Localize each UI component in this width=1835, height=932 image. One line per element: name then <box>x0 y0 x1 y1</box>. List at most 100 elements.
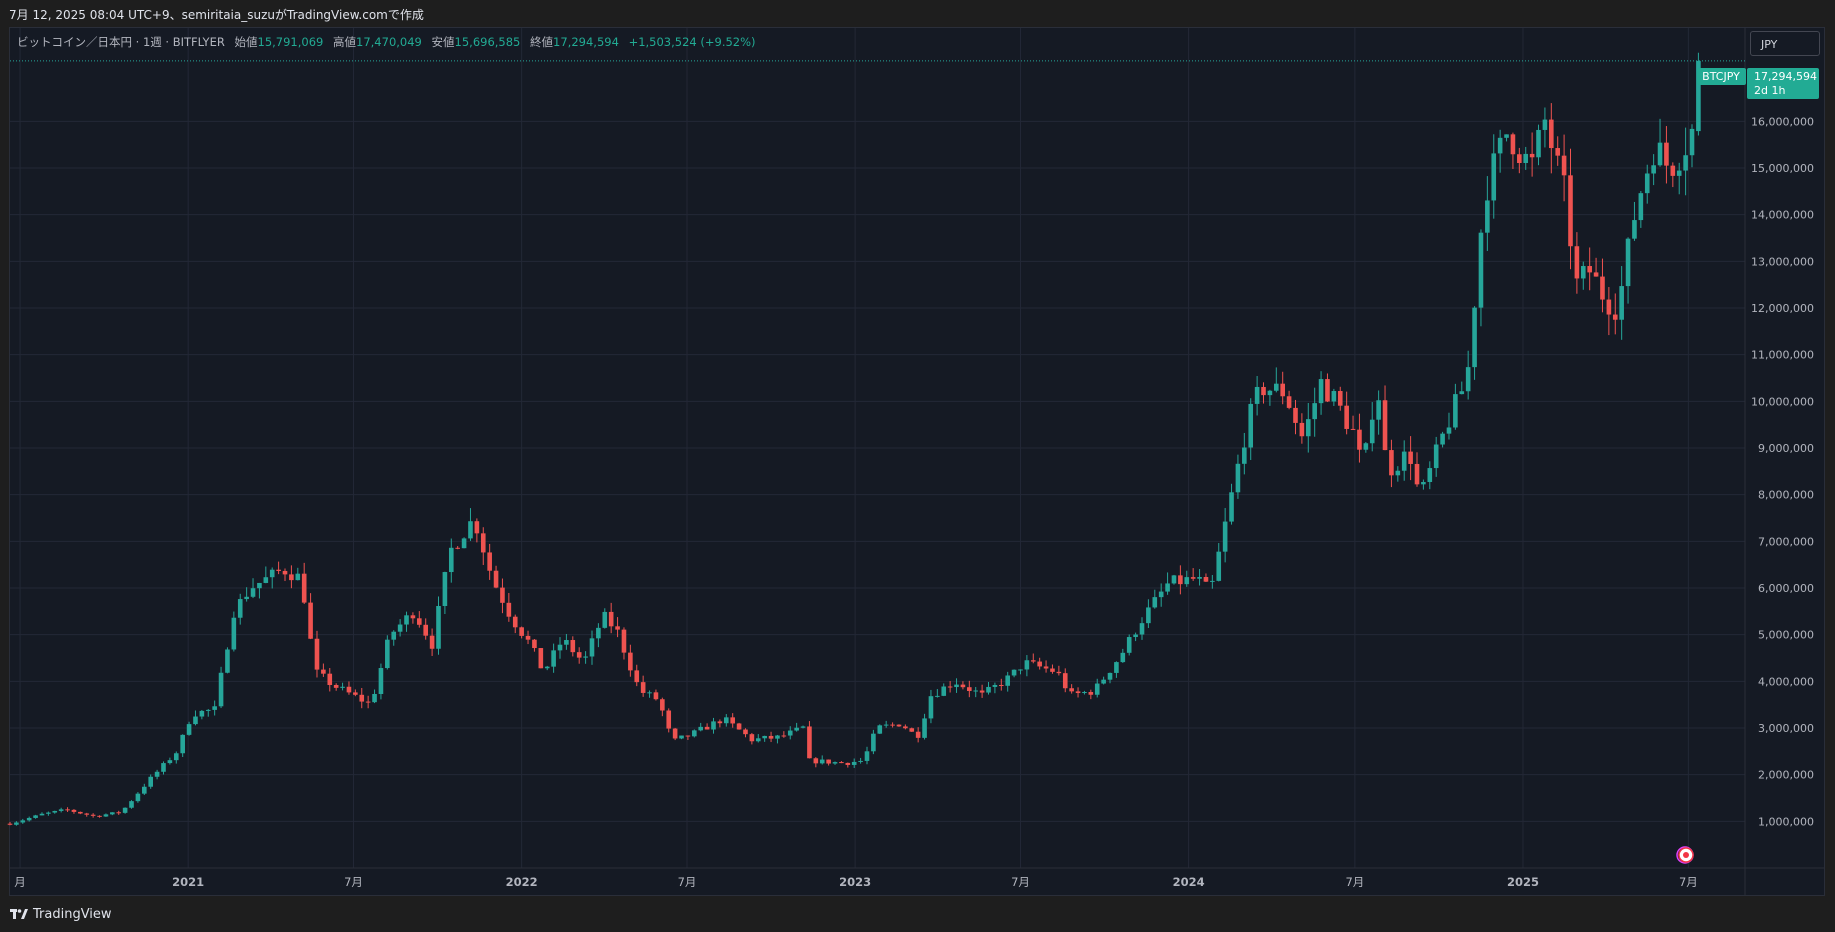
candle-up <box>864 746 870 765</box>
candle-body <box>1050 668 1055 672</box>
candle-body <box>7 823 13 825</box>
price-label: 17,294,594 <box>1754 70 1817 83</box>
candle-body <box>1651 165 1656 174</box>
candle-down <box>97 815 102 818</box>
candle-body <box>65 809 70 811</box>
time-axis[interactable]: 月 2021 7月 2022 7月 2023 7月 2024 7月 2025 7月 <box>14 875 1697 889</box>
candle-up <box>1146 599 1151 628</box>
candle-body <box>935 695 940 697</box>
candle-up <box>1580 261 1586 290</box>
candle-down <box>487 543 492 580</box>
candle-body <box>448 547 454 573</box>
candle-up <box>110 812 115 816</box>
price-axis[interactable]: 1,000,000 2,000,000 3,000,000 4,000,000 5,00… <box>1751 115 1814 828</box>
candle-body <box>129 801 134 808</box>
candle-up <box>340 682 345 691</box>
candle-down <box>353 689 358 697</box>
candle-up <box>154 769 160 780</box>
candle-up <box>1421 479 1426 490</box>
candle-up <box>723 714 729 727</box>
candle-body <box>1440 433 1445 445</box>
candle-up <box>468 508 473 541</box>
candle-down <box>1664 126 1669 184</box>
candle-up <box>250 578 256 599</box>
candle-down <box>717 719 723 728</box>
candle-down <box>576 647 582 664</box>
candle-down <box>736 722 742 730</box>
candle-down <box>1414 452 1420 487</box>
chart-pane[interactable] <box>9 27 1825 896</box>
candle-down <box>1612 293 1618 335</box>
candle-body <box>1331 391 1337 402</box>
candle-body <box>250 588 256 597</box>
candle-up <box>193 710 198 726</box>
candle-body <box>269 569 275 578</box>
candle-body <box>237 599 243 618</box>
candle-down <box>826 759 831 766</box>
candle-body <box>794 727 799 731</box>
candle-down <box>666 708 672 733</box>
candle-body <box>1427 468 1433 483</box>
candle-down <box>704 723 710 730</box>
candle-down <box>998 678 1004 691</box>
candle-down <box>1286 390 1292 410</box>
candle-up <box>180 734 185 758</box>
candle-down <box>493 565 499 589</box>
event-marker-icon[interactable] <box>1676 846 1694 864</box>
candle-up <box>1107 672 1113 684</box>
candle-up <box>1126 634 1132 656</box>
candle-body <box>967 687 972 692</box>
candle-body <box>1376 400 1381 420</box>
x-tick-label: 7月 <box>1345 875 1364 889</box>
candle-body <box>116 812 122 814</box>
candle-body <box>647 692 652 694</box>
x-tick-label: 2022 <box>506 875 538 889</box>
open-value: 15,791,069 <box>257 35 324 49</box>
candle-body <box>1593 272 1599 277</box>
candle-up <box>1657 118 1663 167</box>
candle-body <box>1638 193 1644 221</box>
candle-body <box>544 666 550 669</box>
candle-up <box>1120 648 1126 663</box>
candle-up <box>800 725 806 729</box>
candle-down <box>813 757 819 768</box>
candle-body <box>1529 153 1535 158</box>
candle-body <box>1037 661 1042 667</box>
currency-selector[interactable]: JPY <box>1750 31 1820 56</box>
candle-down <box>960 681 966 690</box>
candle-up <box>1497 129 1503 173</box>
candle-down <box>1389 439 1394 488</box>
candle-up <box>199 710 205 720</box>
candle-body <box>1612 314 1618 320</box>
x-tick-label: 2024 <box>1173 875 1205 889</box>
candle-body <box>1120 652 1126 663</box>
candle-body <box>602 611 608 628</box>
candle-down <box>525 630 531 645</box>
candle-body <box>1459 391 1465 395</box>
x-tick-label: 7月 <box>1679 875 1698 889</box>
candle-body <box>90 814 96 816</box>
candle-up <box>1465 350 1471 400</box>
candle-down <box>896 724 902 727</box>
candle-body <box>257 582 262 589</box>
candle-body <box>1018 669 1023 671</box>
candle-up <box>1542 107 1548 148</box>
candle-body <box>1088 692 1094 695</box>
grid-lines <box>10 28 1824 895</box>
tradingview-logo[interactable]: TradingView <box>10 907 112 922</box>
candle-body <box>154 771 160 777</box>
candle-down <box>570 636 576 657</box>
candle-body <box>864 751 870 761</box>
candle-body <box>896 724 902 727</box>
candle-up <box>1139 617 1145 640</box>
candle-up <box>1331 388 1337 406</box>
candle-up <box>1011 669 1017 678</box>
candle-up <box>1369 402 1375 452</box>
candle-body <box>775 735 780 739</box>
candle-body <box>346 686 352 693</box>
candle-down <box>1529 132 1535 177</box>
symbol-name[interactable]: ビットコイン／日本円 · 1週 · BITFLYER <box>17 35 225 49</box>
candle-down <box>1606 287 1612 336</box>
candle-down <box>967 680 972 698</box>
